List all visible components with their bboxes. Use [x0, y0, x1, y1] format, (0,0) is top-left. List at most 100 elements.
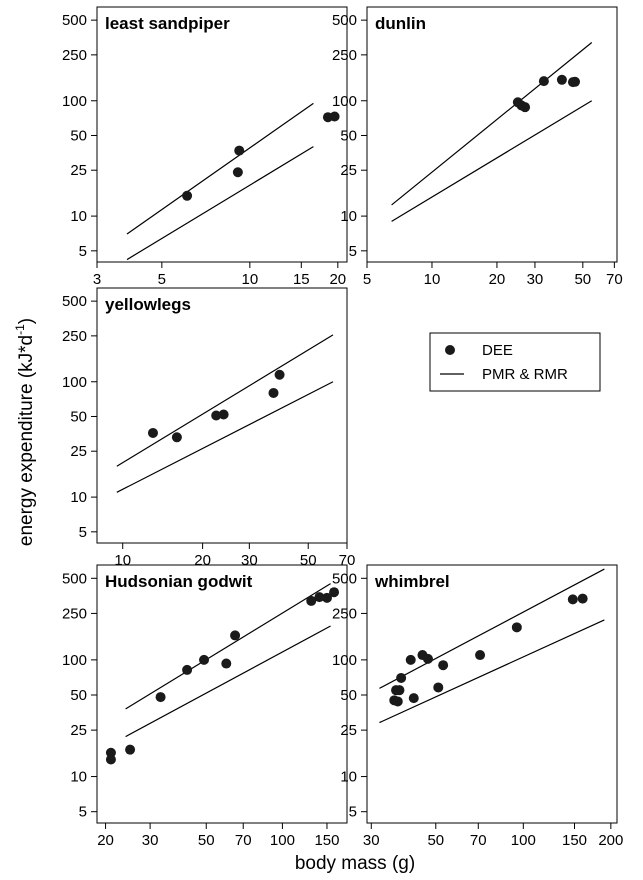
panel-frame-whimbrel — [366, 564, 618, 824]
y-tick-label-dunlin: 100 — [332, 93, 357, 110]
dee-point-whimbrel — [394, 685, 405, 696]
pmr-line-whimbrel — [379, 568, 605, 689]
y-tick-label-yellowlegs: 10 — [70, 489, 87, 506]
dee-point-hudsonian-godwit — [182, 664, 193, 675]
x-tick-label-least-sandpiper: 5 — [158, 271, 166, 288]
panel-frame-yellowlegs — [96, 287, 348, 544]
x-tick-label-whimbrel: 70 — [470, 832, 487, 849]
dee-point-hudsonian-godwit — [199, 654, 210, 665]
dee-point-whimbrel — [392, 696, 403, 707]
rmr-line-dunlin — [391, 100, 593, 222]
dee-point-hudsonian-godwit — [306, 595, 317, 606]
y-axis-title: energy expenditure (kJ*d-1) — [13, 318, 37, 546]
dee-point-whimbrel — [408, 693, 419, 704]
x-tick-label-least-sandpiper: 3 — [93, 271, 101, 288]
pmr-line-hudsonian-godwit — [125, 583, 331, 710]
legend-box — [429, 332, 601, 392]
x-tick-label-least-sandpiper: 10 — [241, 271, 258, 288]
y-tick-label-whimbrel: 250 — [332, 605, 357, 622]
y-tick-label-yellowlegs: 50 — [70, 408, 87, 425]
panels: least sandpiper 5 10 25 50 100 250 500 3 5 10 15 20 d… — [62, 6, 623, 849]
x-tick-label-whimbrel: 100 — [511, 832, 536, 849]
x-axis-title: body mass (g) — [295, 853, 415, 874]
dee-point-hudsonian-godwit — [329, 587, 340, 598]
y-tick-label-dunlin: 10 — [340, 208, 357, 225]
dee-point-least-sandpiper — [234, 145, 245, 156]
x-tick-label-dunlin: 10 — [424, 271, 441, 288]
dee-point-least-sandpiper — [232, 167, 243, 178]
rmr-line-least-sandpiper — [126, 146, 314, 261]
dee-point-hudsonian-godwit — [314, 592, 325, 603]
legend-dee-marker — [445, 345, 455, 355]
dee-point-dunlin — [556, 74, 567, 85]
x-tick-label-yellowlegs: 10 — [114, 552, 131, 569]
x-tick-label-dunlin: 70 — [606, 271, 623, 288]
panel-title-dunlin: dunlin — [375, 14, 426, 33]
x-tick-label-hudsonian-godwit: 20 — [97, 832, 114, 849]
x-tick-label-hudsonian-godwit: 30 — [142, 832, 159, 849]
dee-point-whimbrel — [475, 650, 486, 661]
x-tick-label-yellowlegs: 30 — [241, 552, 258, 569]
dee-point-whimbrel — [422, 653, 433, 664]
x-tick-label-yellowlegs: 20 — [194, 552, 211, 569]
dee-point-yellowlegs — [268, 387, 279, 398]
dee-point-whimbrel — [396, 672, 407, 683]
y-tick-label-least-sandpiper: 10 — [70, 208, 87, 225]
y-tick-label-hudsonian-godwit: 5 — [79, 804, 87, 821]
y-tick-label-hudsonian-godwit: 10 — [70, 769, 87, 786]
dee-point-whimbrel — [511, 622, 522, 633]
y-tick-label-hudsonian-godwit: 250 — [62, 605, 87, 622]
x-tick-label-dunlin: 20 — [489, 271, 506, 288]
dee-point-whimbrel — [577, 593, 588, 604]
dee-point-hudsonian-godwit — [221, 658, 232, 669]
dee-point-least-sandpiper — [182, 190, 193, 201]
y-tick-label-whimbrel: 10 — [340, 769, 357, 786]
y-tick-label-yellowlegs: 250 — [62, 328, 87, 345]
x-tick-label-hudsonian-godwit: 50 — [198, 832, 215, 849]
panel-frame-least-sandpiper — [96, 6, 348, 263]
panel-dunlin: dunlin 5 10 25 50 100 250 500 5 10 20 30 50 70 — [332, 6, 623, 288]
y-tick-label-whimbrel: 50 — [340, 687, 357, 704]
x-tick-label-whimbrel: 200 — [598, 832, 623, 849]
dee-point-least-sandpiper — [329, 111, 340, 122]
legend-dee-label: DEE — [482, 342, 513, 359]
rmr-line-yellowlegs — [116, 381, 334, 493]
legend: DEE PMR & RMR — [429, 332, 601, 392]
x-tick-label-hudsonian-godwit: 150 — [314, 832, 339, 849]
x-tick-label-whimbrel: 30 — [363, 832, 380, 849]
y-tick-label-dunlin: 500 — [332, 12, 357, 29]
dee-point-yellowlegs — [147, 427, 158, 438]
x-tick-label-dunlin: 30 — [527, 271, 544, 288]
y-tick-label-whimbrel: 500 — [332, 570, 357, 587]
rmr-line-whimbrel — [379, 619, 605, 724]
y-tick-label-least-sandpiper: 25 — [70, 162, 87, 179]
x-tick-label-hudsonian-godwit: 100 — [270, 832, 295, 849]
dee-point-whimbrel — [405, 654, 416, 665]
x-tick-label-whimbrel: 150 — [562, 832, 587, 849]
panel-frame-dunlin — [366, 6, 618, 263]
dee-point-dunlin — [520, 102, 531, 113]
panel-title-least-sandpiper: least sandpiper — [105, 14, 230, 33]
dee-point-dunlin — [538, 76, 549, 87]
x-tick-label-yellowlegs: 50 — [300, 552, 317, 569]
pmr-line-least-sandpiper — [126, 102, 314, 235]
y-tick-label-hudsonian-godwit: 50 — [70, 687, 87, 704]
y-tick-label-least-sandpiper: 250 — [62, 47, 87, 64]
panel-title-whimbrel: whimbrel — [374, 572, 450, 591]
x-tick-label-hudsonian-godwit: 70 — [235, 832, 252, 849]
y-tick-label-hudsonian-godwit: 500 — [62, 570, 87, 587]
y-tick-label-dunlin: 250 — [332, 47, 357, 64]
y-tick-label-yellowlegs: 5 — [79, 524, 87, 541]
panel-title-yellowlegs: yellowlegs — [105, 295, 191, 314]
y-tick-label-whimbrel: 5 — [349, 804, 357, 821]
y-tick-label-whimbrel: 25 — [340, 722, 357, 739]
x-tick-label-dunlin: 5 — [363, 271, 371, 288]
y-tick-label-hudsonian-godwit: 100 — [62, 652, 87, 669]
legend-line-label: PMR & RMR — [482, 366, 568, 383]
x-tick-label-dunlin: 50 — [574, 271, 591, 288]
x-tick-label-least-sandpiper: 15 — [293, 271, 310, 288]
y-tick-label-least-sandpiper: 500 — [62, 12, 87, 29]
